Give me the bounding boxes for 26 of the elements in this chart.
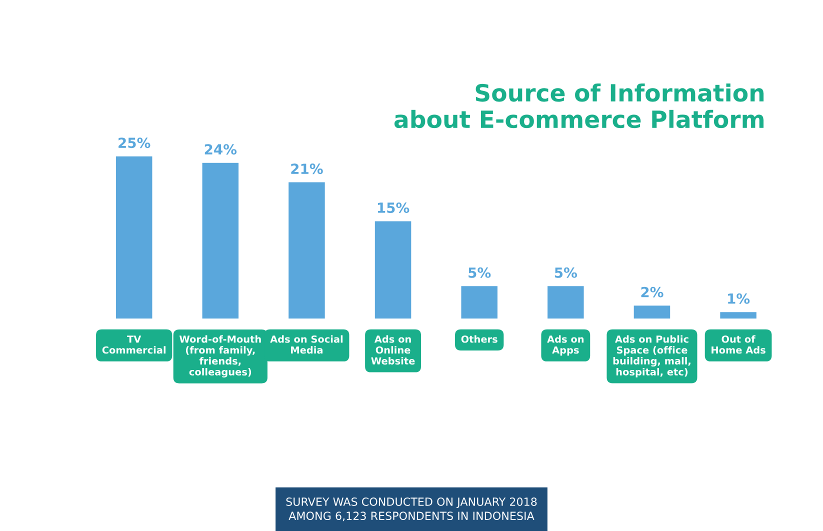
bar	[374, 221, 412, 319]
bar	[461, 286, 498, 319]
bar	[634, 306, 670, 319]
x-tick-label: Word-of-Mouth (from family, friends, colleagues)	[179, 335, 261, 378]
bar	[288, 182, 325, 319]
data-label: 2%	[641, 286, 664, 298]
bar	[720, 312, 756, 319]
x-tick-label: Ads on Apps	[547, 335, 584, 356]
chart-title: Source of Information about E-commerce Platform	[394, 83, 764, 128]
bar	[116, 156, 152, 319]
data-label: 24%	[204, 144, 237, 155]
x-tick-label: Others	[461, 335, 498, 343]
data-label: 1%	[728, 293, 750, 304]
x-tick-label: Ads on Online Website	[371, 335, 415, 365]
x-tick-label: Out of Home Ads	[712, 335, 766, 354]
x-tick-label: Ads on Public Space (office building, mall, hospital, etc)	[613, 335, 690, 378]
data-label: 25%	[118, 138, 150, 148]
text: SURVEY WAS CONDUCTED ON JANUARY 2018 AMONG 6,123 RESPONDENTS IN INDONESIA	[286, 498, 537, 522]
x-tick-label: TV Commercial	[102, 336, 166, 354]
bar	[202, 162, 239, 319]
data-label: 21%	[291, 164, 323, 174]
x-tick-label: Ads on Social Media	[270, 335, 343, 354]
data-label: 5%	[468, 267, 491, 278]
bar	[548, 286, 584, 319]
data-label: 15%	[378, 202, 410, 214]
data-label: 5%	[554, 267, 578, 278]
